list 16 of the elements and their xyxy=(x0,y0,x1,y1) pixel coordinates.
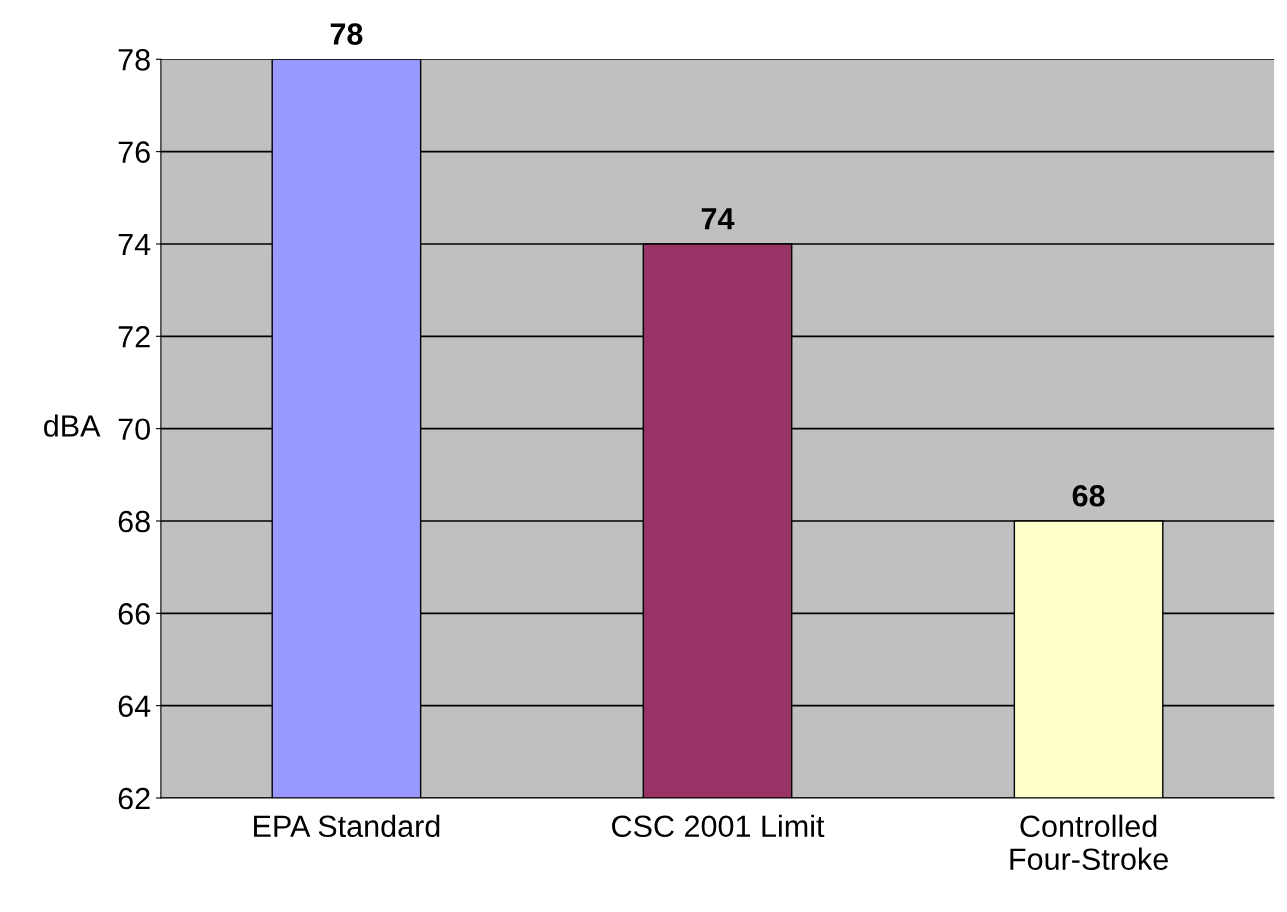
y-tick-label: 74 xyxy=(118,234,151,256)
y-axis-title: dBA xyxy=(44,414,101,437)
y-tick-label: 76 xyxy=(118,141,150,163)
data-label: 74 xyxy=(701,208,735,230)
data-label: 68 xyxy=(1072,484,1105,507)
x-tick-label: Controlled Four-Stroke xyxy=(1010,814,1168,871)
x-tick-label: CSC 2001 Limit xyxy=(612,814,825,838)
y-tick-label: 62 xyxy=(118,787,150,810)
data-label: 78 xyxy=(330,23,363,45)
y-tick-label: 70 xyxy=(118,418,150,441)
y-tick-label: 72 xyxy=(118,326,150,348)
y-tick-label: 64 xyxy=(118,695,151,718)
x-tick-label: EPA Standard xyxy=(254,814,440,838)
y-tick-label: 66 xyxy=(118,603,150,625)
y-tick-label: 68 xyxy=(118,510,150,533)
y-tick-label: 78 xyxy=(118,49,150,71)
